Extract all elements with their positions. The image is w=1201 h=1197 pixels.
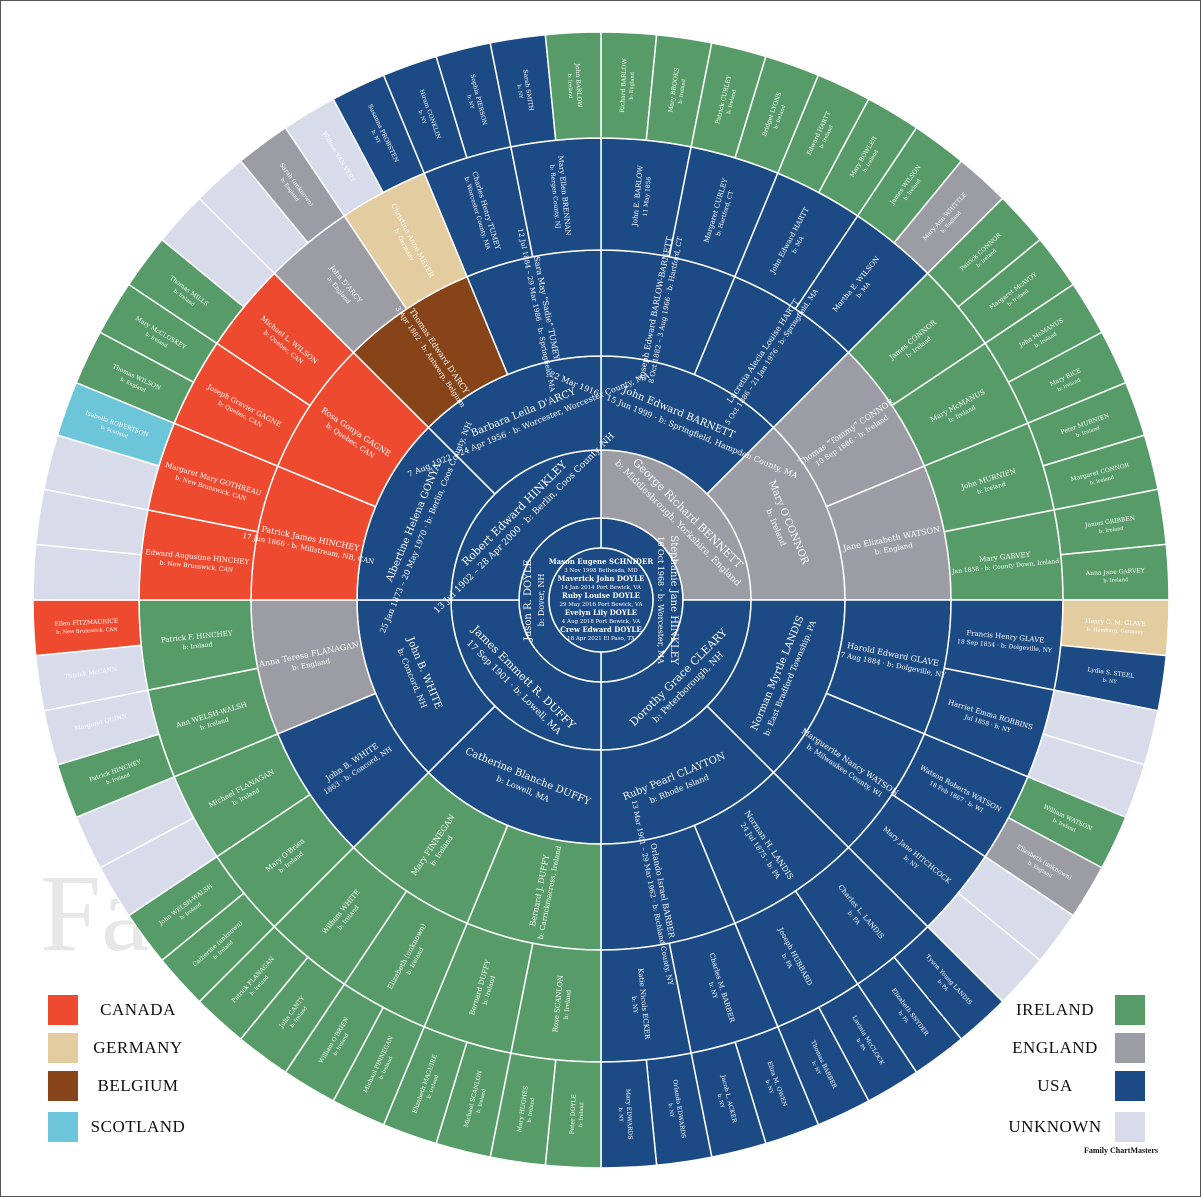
legend-swatch-ireland xyxy=(1115,995,1145,1025)
person-name: Jason R. DOYLE xyxy=(523,559,534,641)
person-info: b: NY xyxy=(465,94,474,110)
person-info: b: Ireland xyxy=(566,73,573,99)
legend-swatch-germany xyxy=(48,1033,78,1063)
person-info: b: Hamburg, Germany xyxy=(1087,627,1144,636)
person-info: b: Dover, NH xyxy=(537,574,546,627)
legend-label-ireland: IRELAND xyxy=(1015,1000,1095,1019)
person-name: Peter DOYLE xyxy=(569,1094,578,1134)
legend-swatch-usa xyxy=(1115,1071,1145,1101)
person-info: b: NY xyxy=(630,996,639,1015)
person-info: b: NY xyxy=(370,129,382,145)
person-label: Richard BARLOW b: England xyxy=(619,57,636,112)
legend-item-england: ENGLAND xyxy=(995,1033,1145,1063)
legend-item-belgium: BELGIUM xyxy=(48,1071,198,1101)
person-name: Richard BARLOW xyxy=(619,57,629,112)
center-person-name: Mason Eugene SCHNIDER xyxy=(549,557,653,566)
legend-label-usa: USA xyxy=(1037,1076,1073,1095)
person-info: b: Ireland xyxy=(1099,525,1125,535)
legend-swatch-unknown xyxy=(1115,1112,1145,1142)
legend-swatch-england xyxy=(1115,1033,1145,1063)
credit: Family ChartMasters xyxy=(1084,1146,1158,1155)
person-info: 16 Oct 1968 · b: Worcester, MA xyxy=(656,536,665,664)
person-info: b: NY xyxy=(617,1107,624,1122)
center-person-info: 3 Nov 1998 Bethesda, MD xyxy=(564,568,638,574)
legend-swatch-scotland xyxy=(48,1112,78,1142)
center-person-name: Crew Edward DOYLE xyxy=(560,625,641,634)
legend-label-scotland: SCOTLAND xyxy=(90,1117,186,1136)
person-info: b: NY xyxy=(417,109,428,125)
legend-swatch-canada xyxy=(48,995,78,1025)
person-name: Stephanie Jane HINKLEY xyxy=(668,535,679,665)
center-person-info: 14 Jan 2014 Port Bewick, VA xyxy=(561,585,642,591)
legend-item-ireland: IRELAND xyxy=(995,995,1145,1025)
person-info: b: Ireland xyxy=(563,989,573,1019)
person-name: John BARLOW xyxy=(574,62,583,108)
person-name: Mary EDWARDS xyxy=(624,1089,633,1140)
legend-label-england: ENGLAND xyxy=(1012,1038,1098,1057)
legend-label-belgium: BELGIUM xyxy=(97,1076,179,1095)
person-label: Peter DOYLE b: Ireland xyxy=(569,1094,586,1134)
legend-label-germany: GERMANY xyxy=(93,1038,183,1057)
center-person-info: 29 May 2016 Port Bewick, VA xyxy=(560,602,644,608)
center-person-info: 18 Apr 2021 El Paso, TX xyxy=(567,636,635,642)
person-info: b: Ireland xyxy=(527,1097,537,1123)
legend-item-usa: USA xyxy=(995,1071,1145,1101)
person-info: b: New Brunswick, CAN xyxy=(56,627,118,636)
legend-item-canada: CANADA xyxy=(48,995,198,1025)
legend-item-unknown: UNKNOWN xyxy=(995,1112,1145,1142)
person-info: b: Ireland xyxy=(678,78,688,104)
center-person-info: 4 Aug 2018 Port Bewick, VA xyxy=(562,619,641,625)
person-info: 11 May 1856 xyxy=(642,176,653,217)
person-info: b: NY xyxy=(667,1103,675,1119)
legend-swatch-belgium xyxy=(48,1071,78,1101)
legend-item-germany: GERMANY xyxy=(48,1033,198,1063)
person-info: b: NY xyxy=(707,981,719,1000)
person-name: Anna Jane GARVEY xyxy=(1085,567,1146,577)
person-label: Jason R. DOYLE b: Dover, NH xyxy=(523,559,546,641)
person-name: Henry G. M. GLAVE xyxy=(1085,618,1146,628)
legend-item-scotland: SCOTLAND xyxy=(48,1112,198,1142)
center-person-name: Evelyn Lily DOYLE xyxy=(565,608,637,617)
person-info: b: NY xyxy=(716,1093,725,1109)
person-segment[interactable] xyxy=(544,31,602,142)
center-person-name: Ruby Louise DOYLE xyxy=(562,591,640,600)
center-circle xyxy=(548,547,654,653)
person-info: b: NY xyxy=(1102,677,1118,685)
center-person-name: Maverick John DOYLE xyxy=(558,574,645,583)
person-info: b: Ireland xyxy=(578,1101,585,1127)
legend-label-unknown: UNKNOWN xyxy=(1008,1117,1102,1136)
person-info: b: Ireland xyxy=(1103,577,1129,584)
legend-label-canada: CANADA xyxy=(100,1000,176,1019)
person-info: b: NY xyxy=(515,84,523,100)
person-name: Ellen FITZMAURICE xyxy=(55,618,119,628)
person-info: b: England xyxy=(629,71,636,100)
person-info: b: NY xyxy=(810,1060,822,1076)
person-info: b: Ireland xyxy=(182,641,212,651)
person-info: b: NY xyxy=(764,1079,775,1095)
